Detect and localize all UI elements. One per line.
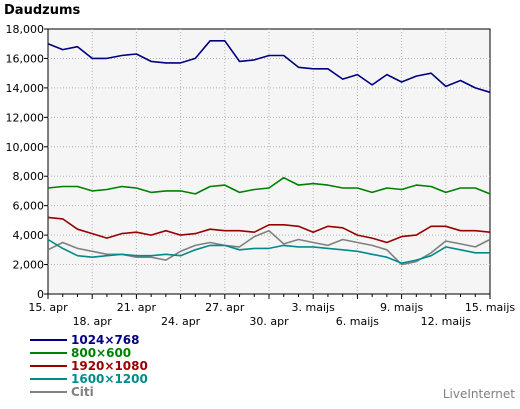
series-line: [47, 216, 491, 244]
x-tick-label: 21. apr: [117, 301, 157, 314]
series-line: [47, 39, 491, 94]
y-tick-label: 2,000: [13, 259, 45, 272]
y-tick-label: 18,000: [6, 23, 45, 36]
y-tick-label: 10,000: [6, 141, 45, 154]
y-tick-label: 12,000: [6, 111, 45, 124]
x-tick-label: 3. maijs: [292, 301, 336, 314]
x-tick-label: 15. maijs: [465, 301, 516, 314]
series-line: [47, 176, 491, 195]
chart-title: Daudzums: [4, 3, 80, 18]
y-tick-label: 0: [37, 288, 44, 301]
y-tick-label: 16,000: [6, 52, 45, 65]
watermark: LiveInternet: [443, 387, 515, 401]
legend-label: 1920×1080: [71, 359, 148, 373]
x-tick-label: 15. apr: [28, 301, 68, 314]
x-axis: 15. apr 21. apr 27. apr 3. maijs 9. maijs 15.…: [28, 294, 515, 328]
legend-label: 1600×1200: [71, 372, 148, 386]
legend-label: Citi: [71, 385, 94, 399]
legend-label: 800×600: [71, 346, 131, 360]
legend-label: 1024×768: [71, 333, 140, 347]
x-tick-label: 18. apr: [73, 315, 113, 328]
y-tick-label: 14,000: [6, 82, 45, 95]
x-tick-label: 24. apr: [161, 315, 201, 328]
y-axis: 0 2,000 4,000 6,000 8,000 10,000 12,000 14,000 1…: [6, 23, 48, 301]
x-tick-label: 27. apr: [205, 301, 245, 314]
x-tick-label: 30. apr: [249, 315, 289, 328]
y-tick-label: 6,000: [13, 200, 45, 213]
y-tick-label: 4,000: [13, 229, 45, 242]
series-line: [47, 238, 490, 264]
grid: [48, 29, 490, 294]
x-tick-label: 9. maijs: [380, 301, 424, 314]
x-tick-label: 12. maijs: [421, 315, 472, 328]
x-tick-label: 6. maijs: [336, 315, 380, 328]
y-tick-label: 8,000: [13, 170, 45, 183]
series-lines: [47, 39, 491, 266]
